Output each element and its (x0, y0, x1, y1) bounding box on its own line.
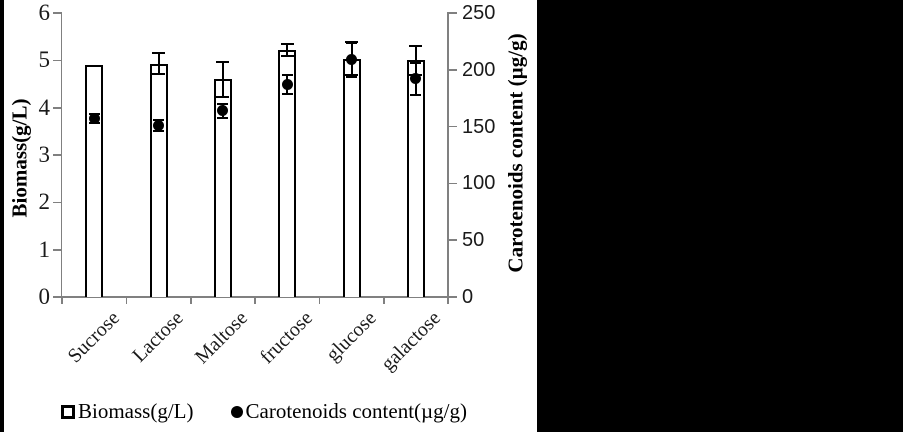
biomass-error-cap (280, 42, 294, 45)
carotenoids-error-cap (346, 41, 357, 44)
biomass-error-cap (216, 95, 230, 98)
legend-label: Biomass(g/L) (78, 399, 194, 423)
carotenoids-marker (153, 119, 164, 131)
carotenoids-marker (410, 73, 422, 85)
carotenoids-error-cap (281, 74, 293, 77)
biomass-error-cap (216, 60, 230, 63)
y-axis-tick-left (53, 201, 61, 204)
biomass-error-cap (152, 52, 165, 55)
x-axis-tick (189, 297, 192, 304)
carotenoids-marker (281, 79, 293, 91)
biomass-bar (85, 65, 104, 297)
y-axis-tick-label-left: 2 (38, 189, 51, 215)
category-label: fructose (255, 307, 317, 369)
y-axis-tick-left (53, 106, 61, 109)
biomass-error-cap (409, 45, 423, 48)
y-axis-tick-label-right: 250 (462, 2, 496, 24)
y-axis-tick-label-left: 1 (38, 236, 51, 262)
carotenoids-error-cap (153, 118, 164, 121)
category-label: Lactose (128, 307, 189, 367)
y-axis-tick-right (448, 182, 457, 185)
y-axis-tick-left (53, 59, 61, 62)
y-axis-tick-label-right: 200 (462, 58, 496, 81)
y-axis-tick-label-left: 6 (38, 0, 51, 25)
biomass-error-cap (280, 55, 294, 58)
x-axis-tick (447, 297, 449, 304)
y-axis-tick-label-right: 50 (462, 229, 485, 252)
y-axis-tick-left (53, 154, 61, 156)
y-axis-tick-right (448, 239, 457, 242)
category-label: glucose (322, 307, 382, 366)
y-axis-tick-label-right: 0 (462, 286, 474, 308)
y-axis-tick-label-left: 5 (38, 47, 51, 73)
category-label: Maltose (191, 307, 253, 369)
biomass-bar (149, 63, 168, 297)
carotenoids-error-cap (153, 130, 164, 133)
y-axis-tick-left (53, 12, 61, 14)
carotenoids-error-cap (410, 61, 422, 64)
x-axis-tick (318, 297, 321, 304)
open-square-icon (61, 404, 75, 419)
y-axis-tick-label-left: 3 (38, 142, 51, 167)
legend-item: Carotenoids content(µg/g) (230, 399, 467, 424)
biomass-error-cap (152, 73, 165, 76)
carotenoids-marker (346, 54, 357, 66)
y-axis-tick-left (53, 248, 61, 251)
carotenoids-error-cap (346, 75, 357, 78)
y-axis-tick-label-left: 4 (38, 94, 51, 120)
carotenoids-error-cap (410, 93, 422, 96)
carotenoids-error-cap (217, 116, 229, 119)
y-axis-tick-label-right: 150 (462, 115, 496, 138)
carotenoids-marker (88, 113, 100, 125)
biomass-bar (406, 60, 425, 297)
legend-item: Biomass(g/L) (61, 399, 194, 424)
biomass-error-bar (414, 46, 417, 75)
y-axis-line-right (447, 12, 449, 298)
category-label: galactose (377, 307, 446, 376)
x-axis-tick (254, 297, 256, 304)
category-label: Sucrose (63, 307, 124, 368)
biomass-bar (342, 58, 361, 297)
y-axis-tick-right (448, 69, 457, 71)
biomass-error-bar (221, 61, 224, 97)
y-axis-tick-right (448, 296, 457, 298)
carotenoids-error-cap (217, 102, 229, 105)
x-axis-line (54, 296, 456, 298)
chart-legend: Biomass(g/L) Carotenoids content(µg/g) (61, 399, 467, 424)
left-axis-title: Biomass(g/L) (7, 98, 32, 218)
legend-label: Carotenoids content(µg/g) (245, 399, 467, 423)
right-axis-title: Carotenoids content (µg/g) (503, 33, 528, 273)
y-axis-tick-right (448, 125, 457, 128)
x-axis-tick (382, 297, 385, 304)
y-axis-tick-label-left: 0 (38, 284, 51, 309)
y-axis-tick-right (448, 12, 457, 14)
y-axis-line-left (60, 12, 63, 304)
x-axis-tick (125, 297, 128, 304)
y-axis-tick-label-right: 100 (462, 172, 496, 195)
filled-circle-icon (230, 405, 243, 418)
carotenoids-marker (217, 105, 229, 117)
carotenoids-error-cap (281, 92, 293, 95)
x-axis-tick (61, 297, 63, 304)
y-axis-tick-left (53, 296, 61, 298)
biomass-error-bar (286, 43, 289, 57)
biomass-error-bar (157, 53, 160, 75)
